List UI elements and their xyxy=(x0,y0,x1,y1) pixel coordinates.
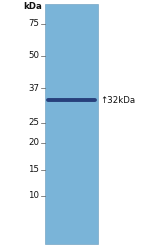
Text: 50: 50 xyxy=(28,51,39,60)
Text: 10: 10 xyxy=(28,191,39,200)
Text: kDa: kDa xyxy=(23,2,42,11)
Text: 15: 15 xyxy=(28,165,39,174)
Text: ↑32kDa: ↑32kDa xyxy=(100,96,136,105)
Text: 75: 75 xyxy=(28,19,39,28)
Text: 20: 20 xyxy=(28,138,39,147)
Text: 37: 37 xyxy=(28,84,39,93)
Bar xyxy=(45,4,98,244)
Text: 25: 25 xyxy=(28,118,39,127)
